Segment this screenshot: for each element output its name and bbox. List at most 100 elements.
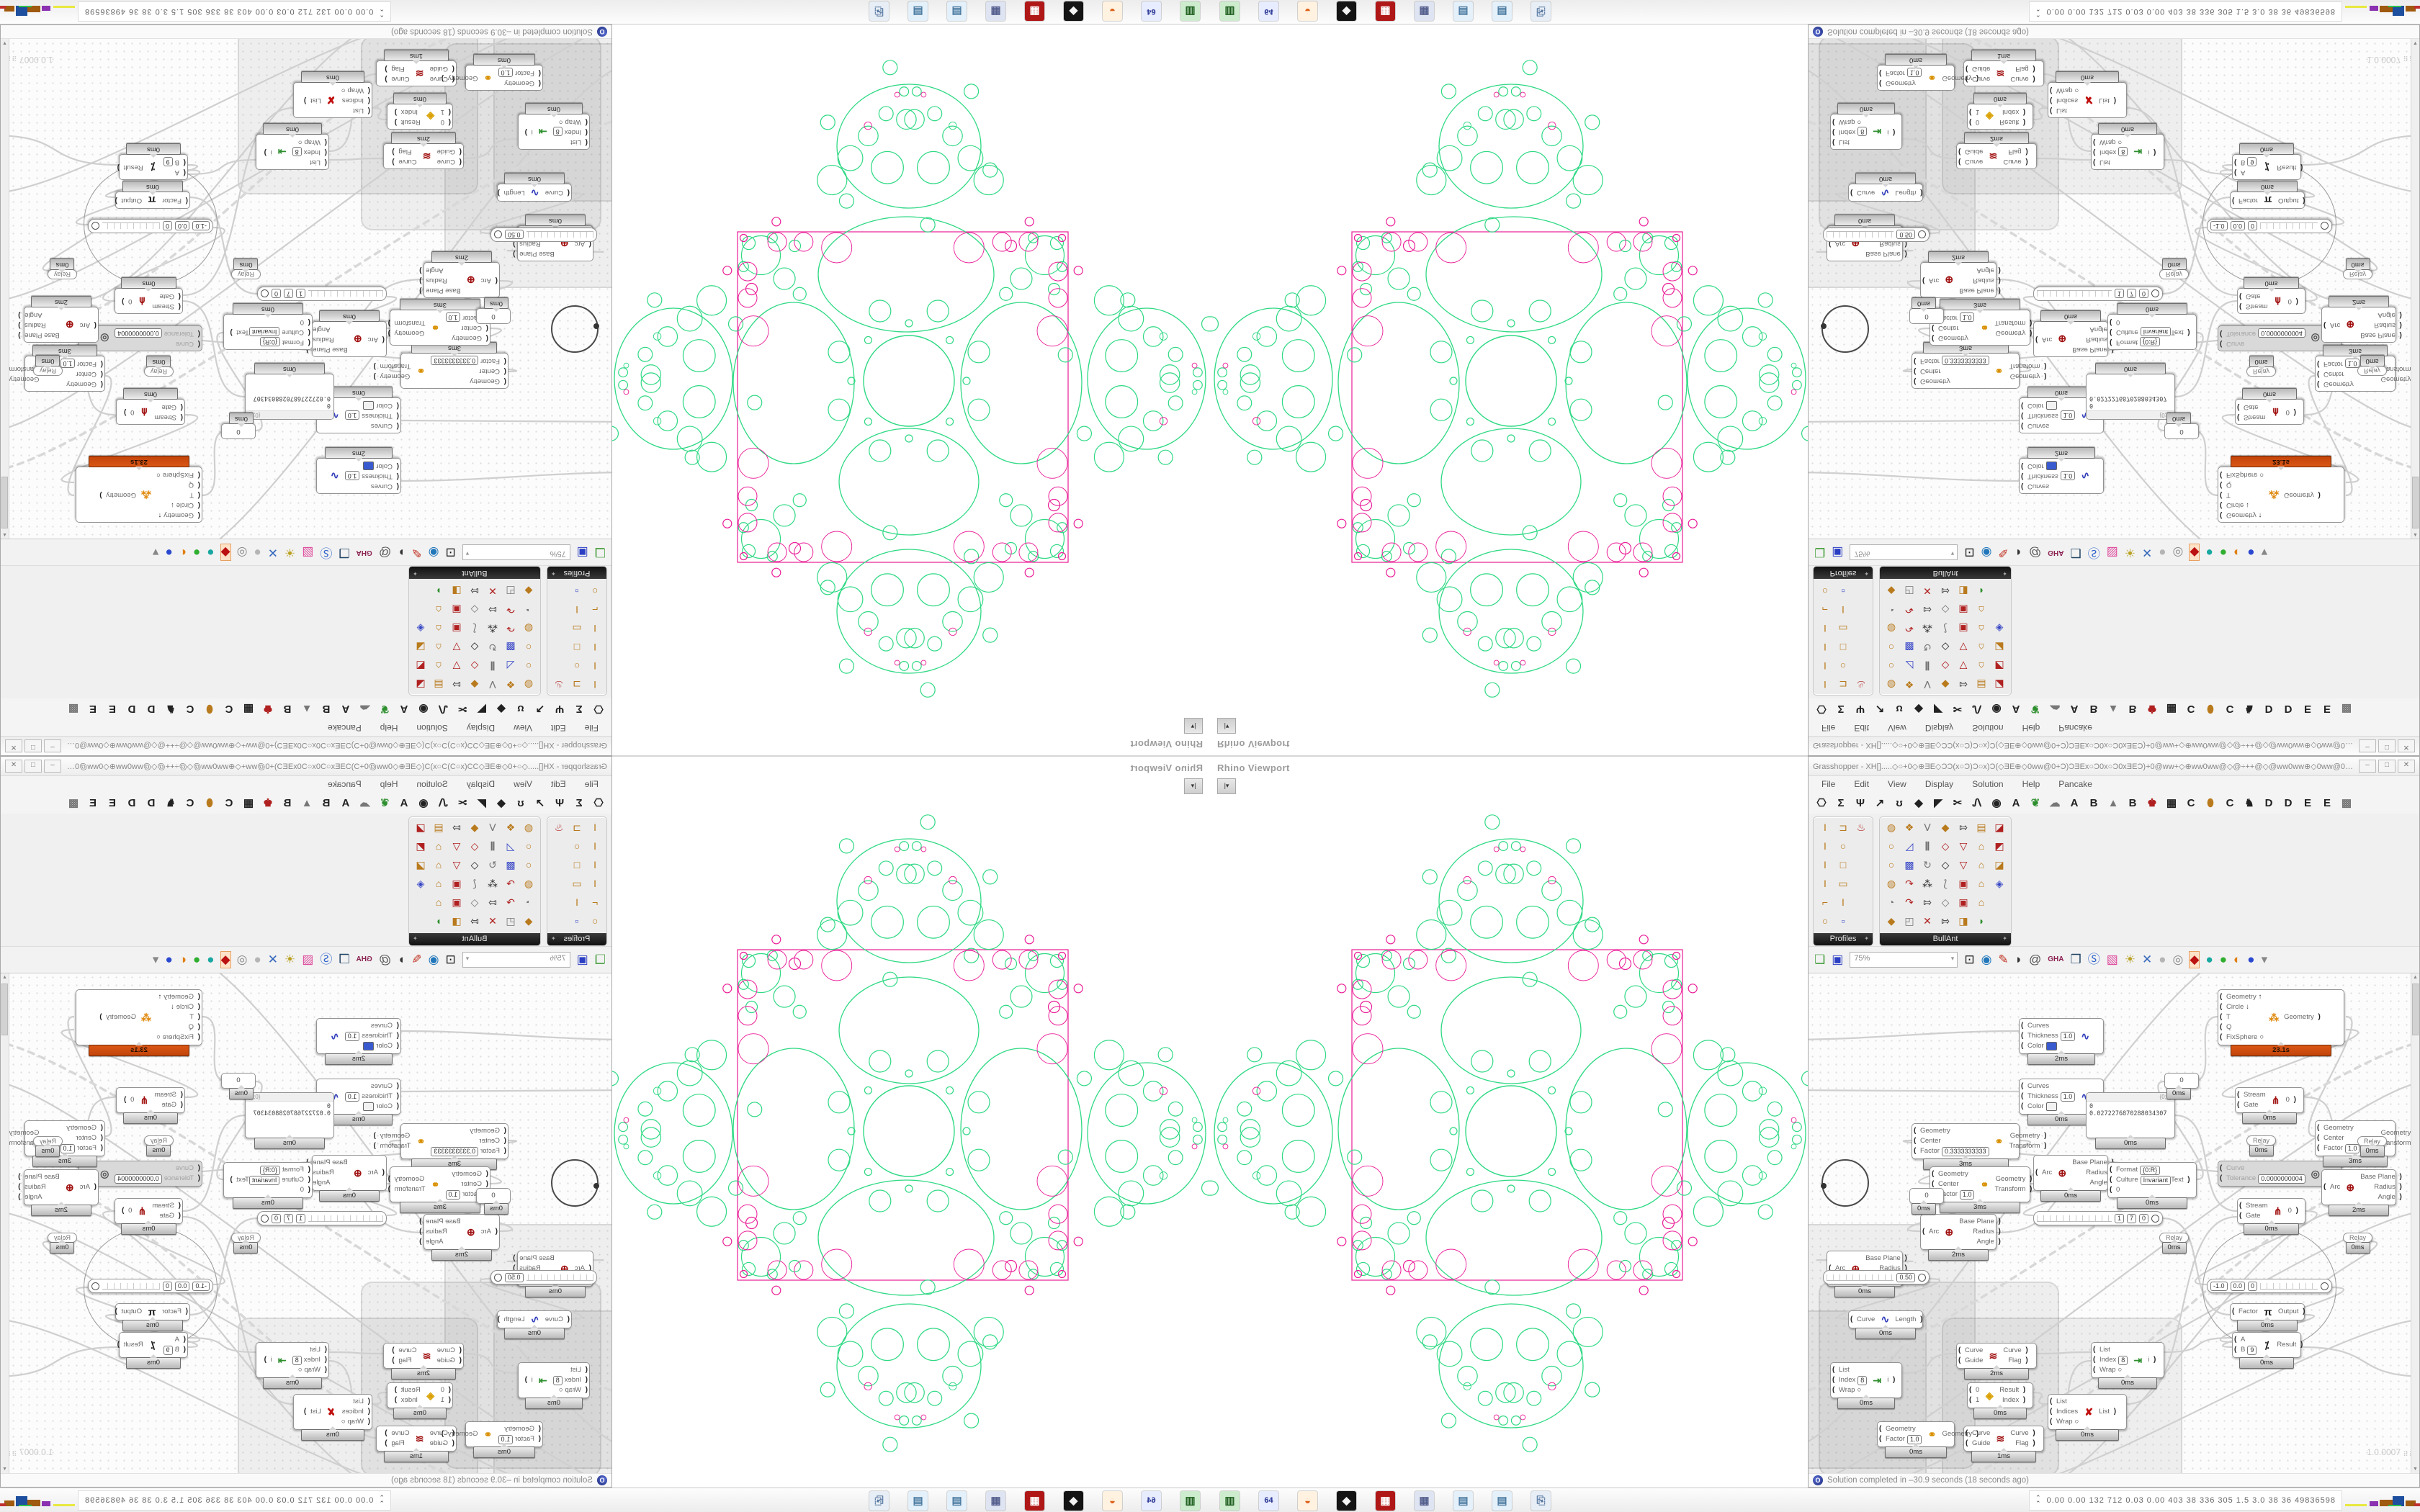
palette-component-icon[interactable]: ▩ [1901,857,1918,873]
palette-component-icon[interactable]: I [586,639,604,655]
palette-header-bullant[interactable]: BullAnt [1880,567,2011,579]
component-node[interactable]: 01◈ResultIndex0ms [387,93,453,130]
palette-component-icon[interactable]: ♨ [1852,677,1870,693]
package-icon[interactable]: ▧ [302,952,313,968]
palette-header-profiles[interactable]: Profiles [547,567,606,579]
component-node[interactable]: CurveGuide≋CurveFlag2ms [383,132,464,169]
palette-component-icon[interactable]: ▫ [1834,583,1852,599]
palette-component-icon[interactable]: ○ [1816,913,1834,929]
category-tab[interactable]: B [282,797,293,809]
category-tab[interactable]: ▦ [243,796,254,809]
number-slider[interactable]: 0.50 [490,228,597,242]
menu-file[interactable]: File [1821,779,1835,789]
palette-component-icon[interactable]: ◈ [1991,621,2008,636]
palette-component-icon[interactable]: ▩ [502,857,519,873]
component-node[interactable]: Geometry↑Circle↓TQFixSphere○⁂Geometry23.… [76,456,202,523]
maximize-button[interactable]: □ [2378,739,2396,752]
gem-blue-icon[interactable]: ● [165,952,172,968]
preview-shaded-icon[interactable]: ◆ [2190,544,2199,560]
menu-view[interactable]: View [1888,779,1906,789]
close-button[interactable]: ✕ [2398,739,2415,752]
palette-component-icon[interactable]: ⌂ [430,838,447,854]
palette-component-icon[interactable]: ◇ [1937,894,1954,910]
component-node[interactable]: ListIndicesWrap○✘List0ms [293,71,372,118]
more-icon[interactable]: ▾ [153,544,159,560]
search-icon[interactable]: Ⓢ [2088,544,2100,560]
value-node[interactable]: 0 0ms [2164,413,2193,439]
menu-solution[interactable]: Solution [416,723,447,733]
category-tab[interactable]: ✂ [1952,703,1963,716]
panel-node[interactable]: {0;0} 0 0.0272276870288034307 0ms [2086,1092,2175,1149]
gem-blue-icon[interactable]: ● [165,544,172,560]
palette-component-icon[interactable]: ○ [1883,639,1900,655]
palette-component-icon[interactable]: ↻ [1919,639,1936,655]
category-tab[interactable]: A [398,703,410,716]
palette-component-icon[interactable]: ○ [568,658,586,674]
category-tab[interactable]: ◤ [476,703,488,716]
component-node[interactable]: CurvesThickness1.0Color∿2ms [2019,447,2104,494]
component-node[interactable]: CurveGuide≋CurveFlag2ms [1956,1343,2037,1380]
menu-solution[interactable]: Solution [1972,723,2003,733]
component-node[interactable]: ListIndex8Wrap○⇥i0ms [2091,1342,2164,1389]
package-icon[interactable]: ▧ [2107,952,2118,968]
value-node[interactable]: 0 0ms [2164,1073,2193,1099]
preview-off-icon[interactable]: ● [2159,952,2166,968]
category-tab[interactable]: D [2263,703,2275,716]
menu-file[interactable]: File [1821,723,1835,733]
value-node[interactable]: 0 0ms [1909,1188,1938,1215]
window-icon[interactable]: ❒ [2070,544,2081,560]
palette-component-icon[interactable]: ⇰ [1937,913,1954,929]
canvas-scrollbar[interactable]: ▲ ▼ [2411,39,2419,539]
category-tab[interactable]: B [321,797,332,809]
bulb-icon[interactable]: ☀ [284,544,295,560]
menu-file[interactable]: File [585,723,599,733]
component-node[interactable]: AB9⁒Result0ms [2232,1332,2301,1369]
palette-component-icon[interactable]: ⇰ [448,819,465,835]
preview-off-icon[interactable]: ● [254,544,261,560]
category-tab[interactable]: A [2069,797,2080,809]
component-node[interactable]: StreamGate⋔00ms [2235,1087,2304,1124]
palette-component-icon[interactable]: ⌐ [586,602,604,618]
category-tab[interactable]: ▦ [2166,796,2177,809]
palette-component-icon[interactable]: ❖ [502,677,519,693]
sketch-pen-icon[interactable]: ✎ [411,544,421,560]
palette-component-icon[interactable]: ⇰ [1919,894,1936,910]
preview-shaded-icon[interactable]: ◆ [221,952,230,968]
palette-header-profiles[interactable]: Profiles [1814,933,1873,945]
component-node[interactable]: 01◈ResultIndex0ms [387,1382,453,1419]
category-tab[interactable]: C [223,797,235,809]
palette-component-icon[interactable]: ▽ [1955,658,1972,674]
palette-component-icon[interactable]: ◍ [520,876,537,891]
bulb-icon[interactable]: ☀ [284,952,295,968]
palette-component-icon[interactable]: ⌂ [430,639,447,655]
component-node[interactable]: GeometryCenterFactor1.0⚭GeometryTransfor… [390,1166,490,1213]
scroll-icon[interactable]: ⎘ [1531,1491,1551,1511]
notepad2-icon[interactable]: ▤ [1492,2,1512,22]
value-node[interactable]: 0 0ms [482,1188,511,1215]
category-tab[interactable]: Ψ [554,703,565,716]
relay-node[interactable]: Relay 0ms [2357,1136,2387,1157]
red-grid-app-icon[interactable]: ▦ [1376,1491,1395,1511]
palette-component-icon[interactable]: ○ [520,658,537,674]
palette-header-profiles[interactable]: Profiles [1814,567,1873,579]
component-node[interactable]: CurvesThickness1.0Color∿2ms [2019,1018,2104,1065]
component-node[interactable]: Curve∿Length0ms [1848,1310,1923,1339]
palette-header-bullant[interactable]: BullAnt [409,567,540,579]
palette-component-icon[interactable]: ↷ [1901,621,1918,636]
category-tab[interactable]: Σ [1835,797,1847,809]
palette-component-icon[interactable]: ⌐ [586,894,604,910]
category-tab[interactable]: ☁ [2049,796,2061,809]
value-node[interactable]: 0 0ms [1909,297,1938,324]
palette-component-icon[interactable]: ⌂ [430,621,447,636]
firefox-icon[interactable]: ◒ [1103,2,1122,22]
panel-node[interactable]: {0;0} 0 0.0272276870288034307 0ms [245,1092,334,1149]
rhino-viewport[interactable]: Rhino Viewport |▾ [612,756,1210,1488]
category-tab[interactable]: ▲ [301,797,313,809]
category-tab[interactable]: A [340,797,351,809]
scroll-up-icon[interactable]: ▲ [2411,975,2419,980]
palette-component-icon[interactable]: □ [1834,639,1852,655]
palette-component-icon[interactable]: I [1816,857,1834,873]
palette-component-icon[interactable]: ◗ [430,583,447,599]
palette-component-icon[interactable]: ◇ [1937,838,1954,854]
category-tab[interactable]: ▩ [2341,796,2352,809]
